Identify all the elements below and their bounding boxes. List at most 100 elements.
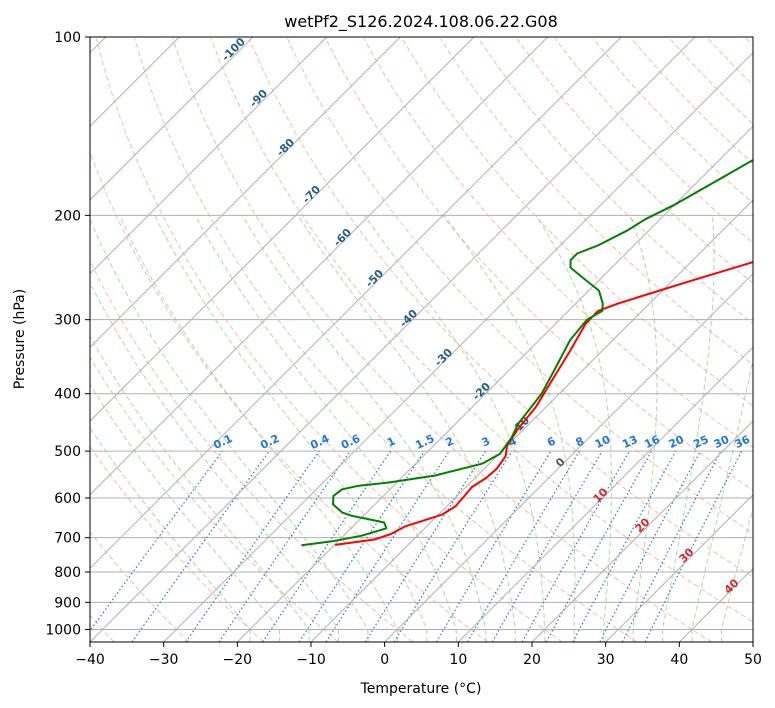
x-tick-label: −40 <box>75 652 105 668</box>
mixing-ratio-label: 25 <box>691 433 710 451</box>
y-tick-label: 300 <box>54 313 81 329</box>
dry-adiabat-label: -90 <box>247 87 270 110</box>
y-axis-label: Pressure (hPa) <box>12 289 28 389</box>
mixing-ratio-lines <box>90 450 743 642</box>
moist-adiabat-line <box>90 427 251 642</box>
moist-adiabat-line <box>90 217 369 642</box>
y-tick-label: 400 <box>54 387 81 403</box>
dry-adiabat-line <box>172 38 712 642</box>
mixing-ratio-line <box>393 450 513 642</box>
dry-adiabat-line <box>516 38 753 284</box>
moist-adiabat-line <box>297 215 516 642</box>
mixing-ratio-label: 1 <box>385 434 397 449</box>
moist-adiabat-line <box>629 215 658 642</box>
dry-adiabat-label: -80 <box>274 136 297 159</box>
mixing-ratio-line <box>185 450 320 642</box>
isotherm-line <box>531 420 753 642</box>
x-tick-label: −10 <box>296 652 326 668</box>
mixing-ratio-label: 6 <box>545 434 558 449</box>
mixing-ratio-line <box>90 450 223 632</box>
dry-adiabat-line <box>439 38 753 366</box>
dry-adiabat-line <box>90 445 264 642</box>
dry-adiabat-label: -60 <box>331 226 354 249</box>
moist-adiabat-line <box>241 215 487 642</box>
dry-adiabat-line <box>478 38 753 325</box>
y-tick-label: 1000 <box>45 622 81 638</box>
dewpoint-line <box>301 158 753 547</box>
dry-adiabats <box>90 38 753 642</box>
x-tick-label: −30 <box>149 652 179 668</box>
dry-adiabat-label: -20 <box>470 380 493 403</box>
isotherm-line <box>752 641 753 642</box>
y-tick-label: 200 <box>54 208 81 224</box>
x-tick-label: −20 <box>223 652 253 668</box>
mixing-ratio-line <box>298 450 425 642</box>
isotherm-line <box>163 51 753 642</box>
skewed-isotherms <box>90 37 753 642</box>
dry-adiabat-line <box>325 38 753 491</box>
y-tick-label: 500 <box>54 444 81 460</box>
mixing-ratio-label: 0.1 <box>211 432 234 452</box>
moist-adiabat-line <box>90 335 310 642</box>
y-tick-label: 700 <box>54 531 81 547</box>
dry-adiabat-line <box>134 38 638 642</box>
isotherm-line <box>90 37 549 496</box>
mixing-ratio-line <box>621 450 722 642</box>
isotherm-line <box>90 37 254 201</box>
moist-adiabats <box>90 215 753 642</box>
mixing-ratio-label: 1.5 <box>413 432 436 452</box>
moist-adiabat-label: 30 <box>677 545 697 565</box>
isotherm-line <box>605 493 753 642</box>
isotherm-line <box>457 346 753 642</box>
mixing-ratio-line <box>262 450 392 642</box>
isotherm-line <box>90 37 622 570</box>
x-tick-label: 0 <box>380 652 389 668</box>
mixing-ratio-line <box>435 450 552 642</box>
isotherm-line <box>90 37 696 642</box>
plot-area: 0.1 0.2 0.4 0.6 1 1.5 2 3 4 6 8 10 13 16 20 25 30 36-100-… <box>90 37 753 642</box>
x-axis-ticks: −40 −30 −20 −10 0 10 20 30 40 50 <box>75 642 762 668</box>
dry-adiabat-line <box>287 38 753 534</box>
mixing-ratio-line <box>218 450 351 642</box>
x-tick-label: 50 <box>744 652 762 668</box>
dry-adiabat-line <box>90 150 488 642</box>
sounding-profiles <box>301 158 753 547</box>
mixing-ratio-label: 0.6 <box>339 432 362 452</box>
moist-adiabat-line <box>194 215 457 642</box>
moist-adiabat-line <box>364 215 546 642</box>
y-tick-label: 900 <box>54 595 81 611</box>
y-axis-ticks: 100 200 300 400 500 600 700 800 900 1000 <box>45 30 90 638</box>
moist-adiabat-line <box>119 215 399 642</box>
x-tick-label: 20 <box>523 652 541 668</box>
y-tick-label: 100 <box>54 30 81 46</box>
dry-adiabat-line <box>90 259 414 642</box>
moist-adiabat-line <box>90 281 340 642</box>
mixing-ratio-line <box>325 450 450 642</box>
x-tick-label: 10 <box>449 652 467 668</box>
dry-adiabat-label: -30 <box>432 346 455 369</box>
chart-title: wetPf2_S126.2024.108.06.22.G08 <box>284 12 558 32</box>
mixing-ratio-line <box>131 450 270 642</box>
mixing-ratio-label: 0.2 <box>258 432 281 452</box>
moist-adiabat-label: 20 <box>633 515 653 535</box>
mixing-ratio-line <box>644 450 743 642</box>
moist-adiabat-line <box>691 358 753 642</box>
moist-adiabat-label: 10 <box>591 485 611 505</box>
moist-adiabat-line <box>535 215 612 642</box>
isotherm-line <box>236 125 753 642</box>
moist-adiabat-line <box>720 506 753 642</box>
isotherm-line <box>90 37 401 349</box>
moist-adiabat-line <box>90 383 281 642</box>
moist-adiabat-line <box>661 215 715 642</box>
dry-adiabat-line <box>592 38 753 204</box>
mixing-ratio-label: 36 <box>733 433 753 451</box>
isopleth-labels: 0.1 0.2 0.4 0.6 1 1.5 2 3 4 6 8 10 13 16 20 25 30 36-100-… <box>211 37 753 597</box>
moist-adiabat-line <box>154 215 428 642</box>
isotherm-line <box>90 37 328 275</box>
x-axis-label: Temperature (°C) <box>360 681 482 697</box>
mixing-ratio-line <box>521 450 631 642</box>
pressure-gridlines <box>90 37 753 630</box>
mixing-ratio-label: 0.4 <box>308 432 331 452</box>
isotherm-line <box>678 567 753 642</box>
dry-adiabat-line <box>95 38 563 642</box>
